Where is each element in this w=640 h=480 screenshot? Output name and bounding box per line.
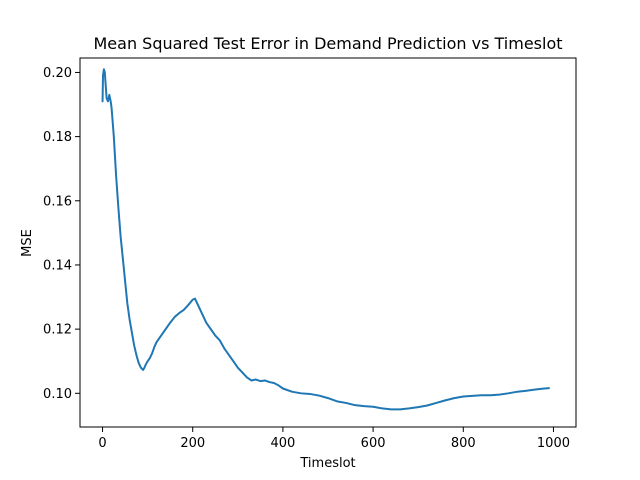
plot-area [101,68,550,411]
x-tick-label: 1000 [537,436,570,451]
x-tick-label: 600 [361,436,386,451]
x-tick-label: 400 [270,436,295,451]
series-line [101,68,550,411]
x-tick-label: 0 [98,436,106,451]
plot-frame [79,57,577,428]
chart-title: Mean Squared Test Error in Demand Predic… [94,34,563,53]
x-tick-label: 200 [180,436,205,451]
y-tick-label: 0.20 [43,66,72,81]
y-tick-label: 0.16 [43,194,72,209]
y-axis-ticks: 0.10 0.12 0.14 0.16 0.18 0.20 [43,66,80,402]
y-axis-label: MSE [20,229,35,257]
x-tick-label: 800 [451,436,476,451]
x-axis-ticks: 0 200 400 600 800 1000 [98,427,570,451]
y-tick-label: 0.10 [43,387,72,402]
y-tick-label: 0.14 [43,258,72,273]
y-tick-label: 0.18 [43,130,72,145]
y-tick-label: 0.12 [43,323,72,338]
x-axis-label: Timeslot [299,456,355,471]
